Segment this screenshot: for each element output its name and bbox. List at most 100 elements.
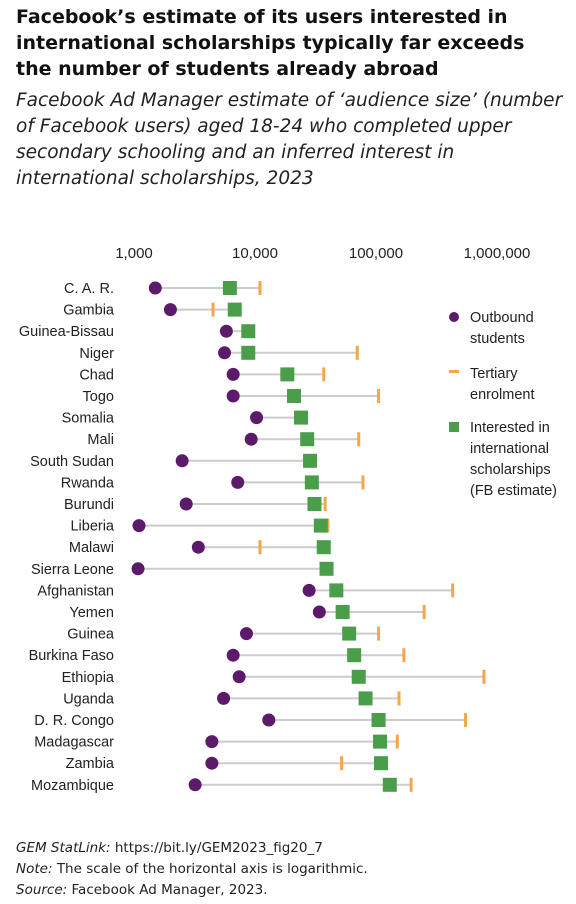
outbound-marker bbox=[148, 281, 162, 295]
interested-marker bbox=[316, 540, 331, 555]
tertiary-marker bbox=[357, 432, 361, 447]
outbound-marker bbox=[163, 303, 177, 317]
category-label: Ethiopia bbox=[62, 670, 115, 686]
tertiary-marker bbox=[395, 734, 399, 749]
interested-marker bbox=[222, 281, 237, 295]
interested-marker bbox=[374, 756, 389, 771]
statlink-url[interactable]: https://bit.ly/GEM2023_fig20_7 bbox=[114, 840, 323, 856]
outbound-marker bbox=[226, 648, 240, 662]
outbound-marker bbox=[205, 735, 219, 749]
category-label: Madagascar bbox=[34, 735, 114, 751]
interested-marker bbox=[286, 389, 301, 403]
legend-tertiary-marker bbox=[449, 370, 459, 373]
outbound-marker bbox=[231, 475, 245, 489]
category-label: South Sudan bbox=[30, 454, 114, 470]
tertiary-marker bbox=[361, 475, 365, 490]
interested-marker bbox=[300, 432, 315, 447]
interested-marker bbox=[280, 367, 295, 382]
chart-subtitle: Facebook Ad Manager estimate of ‘audienc… bbox=[16, 90, 563, 189]
tertiary-marker bbox=[258, 281, 262, 295]
category-label: Uganda bbox=[63, 691, 115, 707]
interested-marker bbox=[294, 410, 309, 425]
dot-plot-chart: 1,000 10,000 100,000 1,000,000 C. A. R. Gambi… bbox=[19, 245, 557, 794]
interested-marker bbox=[241, 324, 256, 339]
note-line: Note: The scale of the horizontal axis i… bbox=[16, 859, 566, 880]
tertiary-marker bbox=[409, 777, 413, 792]
outbound-marker bbox=[188, 778, 202, 792]
legend-tertiary-label: Tertiary enrolment bbox=[470, 366, 534, 403]
category-label: Somalia bbox=[62, 411, 115, 427]
legend-outbound-label: Outbound students bbox=[470, 310, 534, 347]
category-label: Yemen bbox=[69, 605, 114, 621]
source-line: Source: Facebook Ad Manager, 2023. bbox=[16, 880, 566, 901]
interested-marker bbox=[329, 583, 344, 598]
category-label: Afghanistan bbox=[37, 583, 114, 599]
chart-title: Facebook’s estimate of its users interes… bbox=[16, 6, 525, 80]
note-text: The scale of the horizontal axis is loga… bbox=[56, 861, 368, 877]
footer: GEM StatLink: https://bit.ly/GEM2023_fig… bbox=[16, 838, 566, 901]
interested-marker bbox=[313, 518, 328, 533]
x-tick-label: 10,000 bbox=[232, 245, 278, 262]
outbound-marker bbox=[218, 346, 232, 360]
outbound-marker bbox=[226, 389, 240, 403]
tertiary-marker bbox=[326, 518, 330, 533]
interested-marker bbox=[373, 734, 388, 749]
tertiary-marker bbox=[402, 648, 406, 663]
outbound-marker bbox=[219, 324, 233, 338]
interested-marker bbox=[351, 669, 366, 684]
interested-marker bbox=[307, 497, 322, 511]
category-label: Mali bbox=[87, 432, 114, 448]
legend-outbound-marker bbox=[449, 312, 459, 322]
interested-marker bbox=[342, 626, 357, 641]
tertiary-marker bbox=[397, 691, 401, 706]
outbound-marker bbox=[239, 627, 253, 641]
interested-marker bbox=[382, 777, 397, 792]
category-label: Mozambique bbox=[31, 778, 114, 794]
outbound-marker bbox=[179, 497, 193, 511]
outbound-marker bbox=[205, 756, 219, 770]
interested-marker bbox=[335, 605, 350, 619]
outbound-marker bbox=[226, 367, 240, 381]
source-label: Source: bbox=[16, 882, 68, 898]
category-label: Niger bbox=[79, 346, 114, 362]
tertiary-marker bbox=[377, 626, 381, 641]
tertiary-marker bbox=[322, 367, 326, 382]
outbound-marker bbox=[244, 432, 258, 446]
interested-marker bbox=[241, 345, 256, 360]
tertiary-marker bbox=[258, 540, 262, 555]
category-label: Chad bbox=[79, 367, 114, 383]
source-text: Facebook Ad Manager, 2023. bbox=[71, 882, 268, 898]
x-tick-label: 1,000 bbox=[115, 245, 153, 262]
outbound-marker bbox=[312, 605, 326, 619]
x-tick-label: 1,000,000 bbox=[464, 245, 531, 262]
tertiary-marker bbox=[323, 497, 327, 511]
tertiary-marker bbox=[355, 345, 359, 360]
interested-marker bbox=[227, 302, 242, 317]
legend-interested-label: Interested in international scholarships (F… bbox=[470, 420, 557, 499]
category-label: Zambia bbox=[66, 756, 115, 772]
tertiary-marker bbox=[340, 756, 344, 771]
outbound-marker bbox=[175, 454, 189, 468]
category-label: Malawi bbox=[69, 540, 114, 556]
outbound-marker bbox=[250, 411, 264, 425]
category-label: Togo bbox=[83, 389, 114, 405]
interested-marker bbox=[304, 475, 319, 490]
interested-marker bbox=[371, 713, 386, 727]
interested-marker bbox=[347, 648, 362, 663]
category-label: Burundi bbox=[64, 497, 114, 513]
category-label: Guinea-Bissau bbox=[19, 324, 114, 340]
tertiary-marker bbox=[211, 302, 215, 317]
note-label: Note: bbox=[16, 861, 53, 877]
outbound-marker bbox=[132, 519, 146, 533]
tertiary-marker bbox=[451, 583, 455, 598]
interested-marker bbox=[319, 561, 334, 576]
outbound-marker bbox=[232, 670, 246, 684]
outbound-marker bbox=[217, 691, 231, 705]
outbound-marker bbox=[191, 540, 205, 554]
outbound-marker bbox=[131, 562, 145, 576]
legend-interested-marker bbox=[449, 422, 459, 432]
x-tick-label: 100,000 bbox=[349, 245, 403, 262]
outbound-marker bbox=[302, 583, 316, 597]
interested-marker bbox=[303, 453, 318, 468]
statlink-label: GEM StatLink: bbox=[16, 840, 111, 856]
